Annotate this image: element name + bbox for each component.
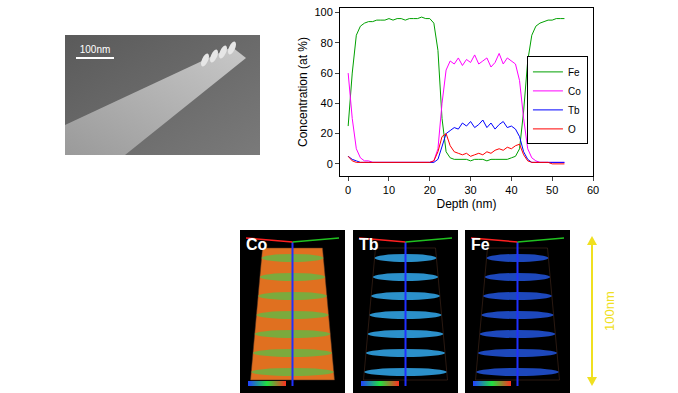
svg-text:Co: Co xyxy=(246,236,268,253)
svg-text:Fe: Fe xyxy=(568,67,580,78)
svg-text:10: 10 xyxy=(383,184,395,196)
svg-text:30: 30 xyxy=(464,184,476,196)
svg-text:O: O xyxy=(568,124,576,135)
svg-text:20: 20 xyxy=(321,127,333,139)
svg-text:Concentration (at %): Concentration (at %) xyxy=(296,37,310,147)
svg-text:Co: Co xyxy=(568,86,581,97)
svg-text:20: 20 xyxy=(424,184,436,196)
svg-text:50: 50 xyxy=(546,184,558,196)
svg-text:100nm: 100nm xyxy=(602,291,617,331)
svg-text:0: 0 xyxy=(327,158,333,170)
svg-text:100: 100 xyxy=(314,6,332,18)
svg-text:60: 60 xyxy=(321,67,333,79)
svg-text:Tb: Tb xyxy=(568,105,580,116)
svg-text:100nm: 100nm xyxy=(80,44,111,55)
svg-text:Depth (nm): Depth (nm) xyxy=(436,197,496,211)
svg-text:Fe: Fe xyxy=(471,236,490,253)
svg-text:80: 80 xyxy=(321,37,333,49)
svg-text:60: 60 xyxy=(587,184,599,196)
svg-text:40: 40 xyxy=(321,97,333,109)
svg-text:0: 0 xyxy=(345,184,351,196)
svg-text:Tb: Tb xyxy=(359,236,379,253)
svg-text:40: 40 xyxy=(505,184,517,196)
